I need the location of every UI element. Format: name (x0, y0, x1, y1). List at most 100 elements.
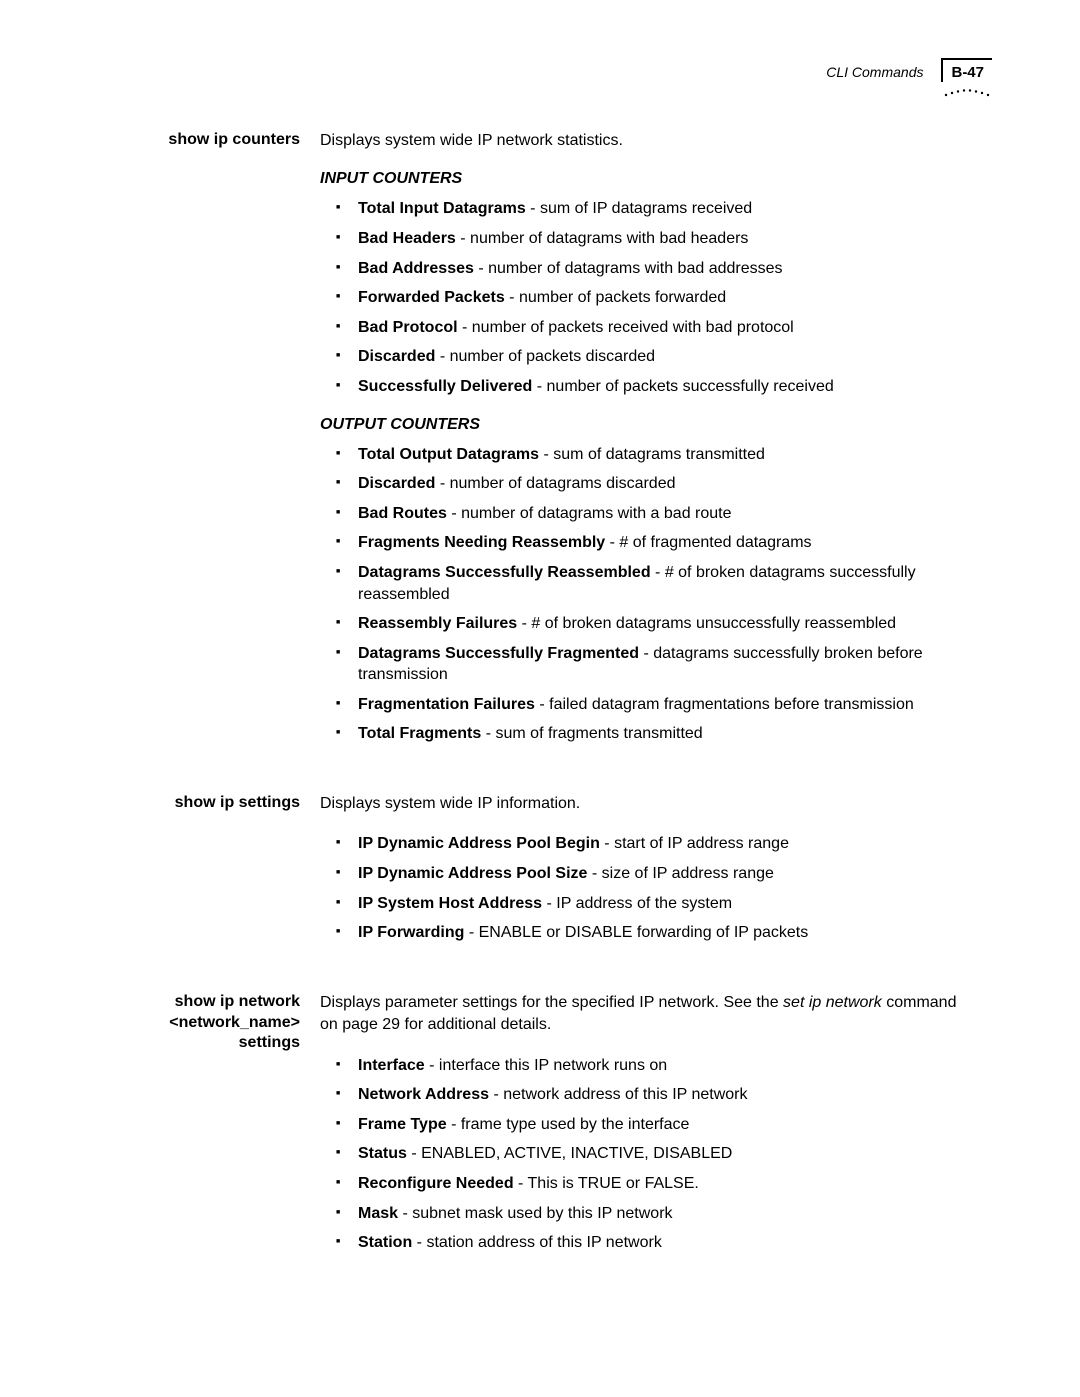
term: Bad Protocol (358, 319, 458, 336)
term: Bad Addresses (358, 260, 474, 277)
desc: - number of packets discarded (435, 348, 655, 365)
command-intro: Displays system wide IP network statisti… (320, 130, 970, 152)
list-item: Bad Protocol - number of packets receive… (358, 317, 970, 339)
term: Status (358, 1145, 407, 1162)
list-item: Forwarded Packets - number of packets fo… (358, 287, 970, 309)
group-heading: INPUT COUNTERS (320, 170, 970, 188)
list-item: Discarded - number of packets discarded (358, 346, 970, 368)
list-item: Bad Routes - number of datagrams with a … (358, 503, 970, 525)
term: Datagrams Successfully Fragmented (358, 645, 639, 662)
term: IP Dynamic Address Pool Begin (358, 835, 600, 852)
command-intro: Displays parameter settings for the spec… (320, 992, 970, 1037)
list-item: Status - ENABLED, ACTIVE, INACTIVE, DISA… (358, 1143, 970, 1165)
list-item: Frame Type - frame type used by the inte… (358, 1114, 970, 1136)
intro-text-pre: Displays parameter settings for the spec… (320, 994, 783, 1011)
term: Reassembly Failures (358, 615, 517, 632)
desc: - number of datagrams with bad addresses (474, 260, 783, 277)
desc: - network address of this IP network (489, 1086, 747, 1103)
desc: - frame type used by the interface (447, 1116, 690, 1133)
term: Total Fragments (358, 725, 481, 742)
settings-list: Interface - interface this IP network ru… (320, 1055, 970, 1254)
page-header: CLI Commands B-47 (826, 58, 992, 82)
desc: - number of datagrams with a bad route (447, 505, 732, 522)
term: Interface (358, 1057, 425, 1074)
list-item: Bad Headers - number of datagrams with b… (358, 228, 970, 250)
term: Network Address (358, 1086, 489, 1103)
list-item: Mask - subnet mask used by this IP netwo… (358, 1203, 970, 1225)
command-section: show ip network <network_name> settings … (150, 992, 970, 1272)
counter-list: Total Output Datagrams - sum of datagram… (320, 444, 970, 746)
desc: - IP address of the system (542, 895, 732, 912)
term: Mask (358, 1205, 398, 1222)
command-section: show ip settings Displays system wide IP… (150, 793, 970, 962)
list-item: Reconfigure Needed - This is TRUE or FAL… (358, 1173, 970, 1195)
term: Datagrams Successfully Reassembled (358, 564, 651, 581)
list-item: Fragments Needing Reassembly - # of frag… (358, 532, 970, 554)
command-body: Displays parameter settings for the spec… (320, 992, 970, 1272)
list-item: Successfully Delivered - number of packe… (358, 376, 970, 398)
desc: - # of broken datagrams unsuccessfully r… (517, 615, 896, 632)
desc: - number of datagrams with bad headers (456, 230, 749, 247)
term: Forwarded Packets (358, 289, 505, 306)
list-item: Datagrams Successfully Fragmented - data… (358, 643, 970, 686)
desc: - number of datagrams discarded (435, 475, 675, 492)
group-heading: OUTPUT COUNTERS (320, 416, 970, 434)
term: Bad Routes (358, 505, 447, 522)
term: IP Forwarding (358, 924, 464, 941)
desc: - number of packets received with bad pr… (458, 319, 794, 336)
breadcrumb: CLI Commands (826, 58, 923, 80)
term: IP Dynamic Address Pool Size (358, 865, 587, 882)
counter-list: Total Input Datagrams - sum of IP datagr… (320, 198, 970, 397)
page-content: show ip counters Displays system wide IP… (150, 130, 970, 1302)
command-body: Displays system wide IP information. IP … (320, 793, 970, 962)
intro-text-ital: set ip network (783, 994, 882, 1011)
term: Frame Type (358, 1116, 447, 1133)
desc: - ENABLED, ACTIVE, INACTIVE, DISABLED (407, 1145, 732, 1162)
desc: - sum of datagrams transmitted (539, 446, 765, 463)
desc: - failed datagram fragmentations before … (535, 696, 914, 713)
command-name: show ip settings (150, 793, 320, 962)
term: IP System Host Address (358, 895, 542, 912)
term: Successfully Delivered (358, 378, 532, 395)
term: Discarded (358, 348, 435, 365)
term: Station (358, 1234, 412, 1251)
command-intro: Displays system wide IP information. (320, 793, 970, 815)
list-item: Datagrams Successfully Reassembled - # o… (358, 562, 970, 605)
desc: - size of IP address range (587, 865, 773, 882)
desc: - number of packets forwarded (505, 289, 726, 306)
command-name: show ip network <network_name> settings (150, 992, 320, 1272)
list-item: Total Input Datagrams - sum of IP datagr… (358, 198, 970, 220)
desc: - station address of this IP network (412, 1234, 662, 1251)
desc: - number of packets successfully receive… (532, 378, 833, 395)
term: Total Input Datagrams (358, 200, 526, 217)
list-item: Interface - interface this IP network ru… (358, 1055, 970, 1077)
list-item: Reassembly Failures - # of broken datagr… (358, 613, 970, 635)
list-item: Bad Addresses - number of datagrams with… (358, 258, 970, 280)
desc: - subnet mask used by this IP network (398, 1205, 673, 1222)
list-item: IP Dynamic Address Pool Begin - start of… (358, 833, 970, 855)
term: Reconfigure Needed (358, 1175, 514, 1192)
command-section: show ip counters Displays system wide IP… (150, 130, 970, 763)
list-item: Total Fragments - sum of fragments trans… (358, 723, 970, 745)
term: Discarded (358, 475, 435, 492)
list-item: Fragmentation Failures - failed datagram… (358, 694, 970, 716)
desc: - ENABLE or DISABLE forwarding of IP pac… (464, 924, 808, 941)
list-item: IP Dynamic Address Pool Size - size of I… (358, 863, 970, 885)
decorative-dots-icon (942, 84, 992, 98)
desc: - start of IP address range (600, 835, 789, 852)
page-number: B-47 (941, 58, 992, 82)
term: Fragmentation Failures (358, 696, 535, 713)
list-item: IP System Host Address - IP address of t… (358, 893, 970, 915)
desc: - This is TRUE or FALSE. (514, 1175, 699, 1192)
desc: - sum of fragments transmitted (481, 725, 702, 742)
list-item: IP Forwarding - ENABLE or DISABLE forwar… (358, 922, 970, 944)
desc: - sum of IP datagrams received (526, 200, 752, 217)
desc: - interface this IP network runs on (425, 1057, 667, 1074)
list-item: Network Address - network address of thi… (358, 1084, 970, 1106)
term: Fragments Needing Reassembly (358, 534, 605, 551)
list-item: Total Output Datagrams - sum of datagram… (358, 444, 970, 466)
command-name: show ip counters (150, 130, 320, 763)
term: Bad Headers (358, 230, 456, 247)
desc: - # of fragmented datagrams (605, 534, 811, 551)
list-item: Station - station address of this IP net… (358, 1232, 970, 1254)
